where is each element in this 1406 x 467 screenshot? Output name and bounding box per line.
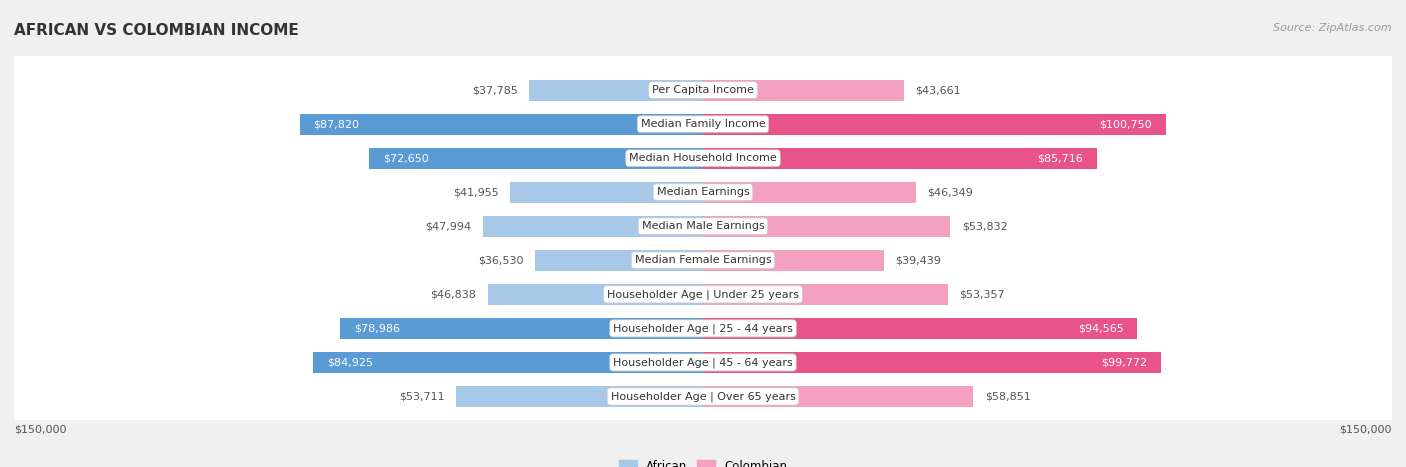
Text: Median Male Earnings: Median Male Earnings — [641, 221, 765, 231]
Text: $72,650: $72,650 — [382, 153, 429, 163]
Text: $46,838: $46,838 — [430, 290, 477, 299]
Text: $37,785: $37,785 — [472, 85, 517, 95]
FancyBboxPatch shape — [7, 0, 1399, 467]
Text: $100,750: $100,750 — [1099, 119, 1152, 129]
Text: $41,955: $41,955 — [453, 187, 499, 197]
Bar — [482, 216, 703, 237]
Text: $53,832: $53,832 — [962, 221, 1008, 231]
Text: $99,772: $99,772 — [1101, 357, 1147, 368]
FancyBboxPatch shape — [7, 0, 1399, 467]
Text: $46,349: $46,349 — [928, 187, 973, 197]
Text: $43,661: $43,661 — [915, 85, 960, 95]
FancyBboxPatch shape — [7, 0, 1399, 467]
FancyBboxPatch shape — [7, 0, 1399, 467]
FancyBboxPatch shape — [7, 0, 1399, 467]
Text: $36,530: $36,530 — [478, 255, 524, 265]
Text: Householder Age | Over 65 years: Householder Age | Over 65 years — [610, 391, 796, 402]
Bar — [510, 182, 703, 203]
Text: $150,000: $150,000 — [1340, 425, 1392, 434]
Text: $53,357: $53,357 — [959, 290, 1005, 299]
Text: $85,716: $85,716 — [1038, 153, 1083, 163]
Bar — [703, 148, 1097, 169]
Text: Householder Age | Under 25 years: Householder Age | Under 25 years — [607, 289, 799, 300]
Text: Per Capita Income: Per Capita Income — [652, 85, 754, 95]
Bar — [299, 113, 703, 134]
Text: Median Female Earnings: Median Female Earnings — [634, 255, 772, 265]
Text: Source: ZipAtlas.com: Source: ZipAtlas.com — [1274, 23, 1392, 33]
FancyBboxPatch shape — [7, 0, 1399, 467]
Bar — [703, 352, 1161, 373]
Bar — [340, 318, 703, 339]
Bar — [703, 318, 1137, 339]
FancyBboxPatch shape — [7, 0, 1399, 467]
Text: $150,000: $150,000 — [14, 425, 66, 434]
Bar — [530, 79, 703, 100]
FancyBboxPatch shape — [7, 0, 1399, 467]
Bar — [314, 352, 703, 373]
Bar — [703, 182, 915, 203]
Text: $78,986: $78,986 — [354, 323, 399, 333]
Bar — [536, 250, 703, 271]
FancyBboxPatch shape — [7, 0, 1399, 467]
Text: AFRICAN VS COLOMBIAN INCOME: AFRICAN VS COLOMBIAN INCOME — [14, 23, 299, 38]
Text: $94,565: $94,565 — [1078, 323, 1123, 333]
Text: $53,711: $53,711 — [399, 391, 444, 402]
Legend: African, Colombian: African, Colombian — [619, 460, 787, 467]
Bar — [703, 113, 1166, 134]
Text: $84,925: $84,925 — [326, 357, 373, 368]
Bar — [488, 284, 703, 305]
Text: $87,820: $87,820 — [314, 119, 360, 129]
Text: Householder Age | 25 - 44 years: Householder Age | 25 - 44 years — [613, 323, 793, 333]
Text: $39,439: $39,439 — [896, 255, 942, 265]
Bar — [703, 284, 948, 305]
Bar — [703, 79, 904, 100]
Text: Median Family Income: Median Family Income — [641, 119, 765, 129]
Text: $47,994: $47,994 — [425, 221, 471, 231]
Bar — [703, 216, 950, 237]
Bar — [703, 250, 884, 271]
FancyBboxPatch shape — [7, 0, 1399, 467]
Text: Median Household Income: Median Household Income — [628, 153, 778, 163]
Text: Householder Age | 45 - 64 years: Householder Age | 45 - 64 years — [613, 357, 793, 368]
Bar — [370, 148, 703, 169]
Bar — [703, 386, 973, 407]
Bar — [457, 386, 703, 407]
Text: Median Earnings: Median Earnings — [657, 187, 749, 197]
Text: $58,851: $58,851 — [984, 391, 1031, 402]
